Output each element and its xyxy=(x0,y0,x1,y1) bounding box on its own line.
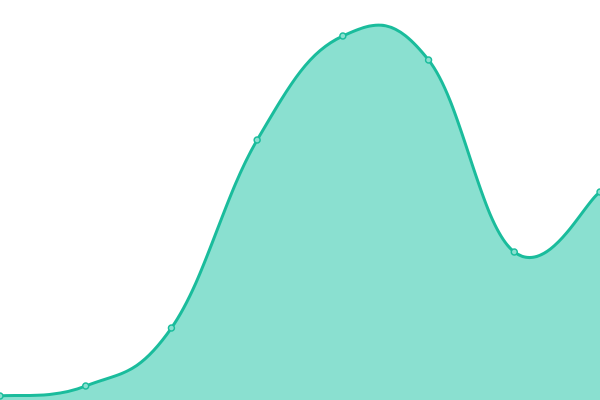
area-fill xyxy=(0,25,600,400)
data-point-3 xyxy=(253,136,261,144)
series-line xyxy=(0,23,600,398)
data-point-0 xyxy=(0,392,4,400)
data-markers xyxy=(0,32,600,400)
data-point-7 xyxy=(596,188,600,196)
data-point-4 xyxy=(339,32,347,40)
data-point-6 xyxy=(510,248,519,256)
data-point-5 xyxy=(424,56,433,64)
data-point-2 xyxy=(167,324,176,332)
data-point-1 xyxy=(81,382,90,390)
